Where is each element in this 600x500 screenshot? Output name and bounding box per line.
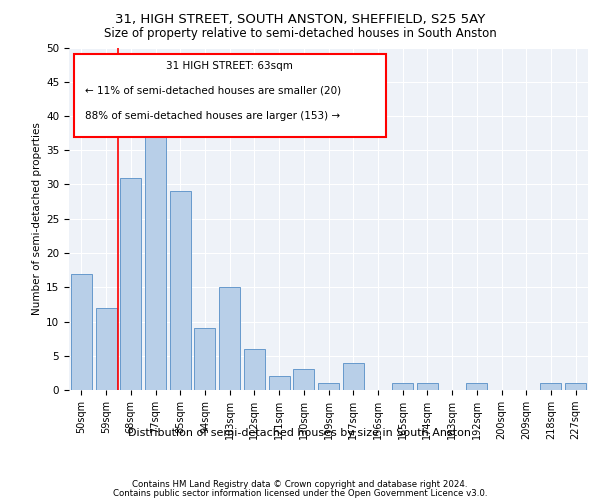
Bar xyxy=(170,192,191,390)
Bar xyxy=(541,383,562,390)
Bar xyxy=(95,308,116,390)
Bar xyxy=(145,102,166,390)
Text: 88% of semi-detached houses are larger (153) →: 88% of semi-detached houses are larger (… xyxy=(85,111,340,121)
Bar xyxy=(71,274,92,390)
Bar xyxy=(269,376,290,390)
Bar xyxy=(293,370,314,390)
Text: 31 HIGH STREET: 63sqm: 31 HIGH STREET: 63sqm xyxy=(166,61,293,71)
Bar xyxy=(120,178,141,390)
Y-axis label: Number of semi-detached properties: Number of semi-detached properties xyxy=(32,122,42,315)
Bar xyxy=(392,383,413,390)
Bar xyxy=(318,383,339,390)
Bar xyxy=(466,383,487,390)
Bar xyxy=(219,287,240,390)
Text: Size of property relative to semi-detached houses in South Anston: Size of property relative to semi-detach… xyxy=(104,28,496,40)
FancyBboxPatch shape xyxy=(74,54,386,136)
Text: 31, HIGH STREET, SOUTH ANSTON, SHEFFIELD, S25 5AY: 31, HIGH STREET, SOUTH ANSTON, SHEFFIELD… xyxy=(115,12,485,26)
Bar xyxy=(417,383,438,390)
Bar xyxy=(194,328,215,390)
Text: Contains public sector information licensed under the Open Government Licence v3: Contains public sector information licen… xyxy=(113,488,487,498)
Text: ← 11% of semi-detached houses are smaller (20): ← 11% of semi-detached houses are smalle… xyxy=(85,85,341,95)
Bar xyxy=(343,362,364,390)
Text: Distribution of semi-detached houses by size in South Anston: Distribution of semi-detached houses by … xyxy=(128,428,472,438)
Text: Contains HM Land Registry data © Crown copyright and database right 2024.: Contains HM Land Registry data © Crown c… xyxy=(132,480,468,489)
Bar xyxy=(244,349,265,390)
Bar xyxy=(565,383,586,390)
